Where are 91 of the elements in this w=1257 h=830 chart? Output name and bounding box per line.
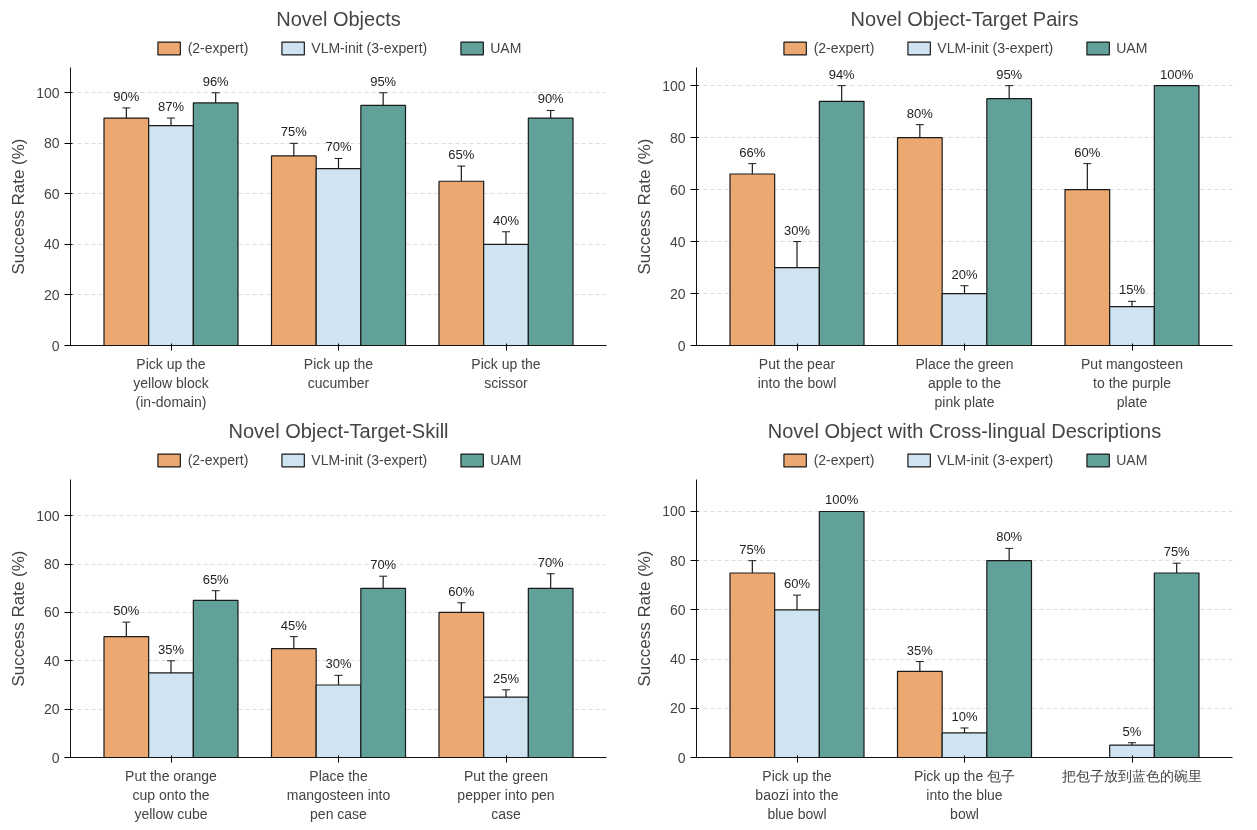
x-tick-label: Pick up the baozi into the blue bowl <box>755 767 839 822</box>
y-tick-label: 40 <box>669 233 686 250</box>
data-label: 90% <box>537 91 565 107</box>
y-tick-label: 80 <box>669 129 686 146</box>
data-label: 90% <box>113 88 140 104</box>
data-label: 40% <box>492 212 520 228</box>
data-label: 25% <box>492 670 520 686</box>
data-label: 95% <box>996 66 1023 82</box>
legend-label: VLM-init (3-expert) <box>311 452 428 468</box>
data-label: 75% <box>1163 544 1191 560</box>
data-label: 70% <box>537 554 565 570</box>
x-tick-label: Place the green apple to the pink plate <box>915 355 1014 410</box>
x-tick-label: Put the green pepper into pen case <box>457 767 555 822</box>
x-tick-label: Put the pear into the bowl <box>757 355 837 391</box>
legend-label: VLM-init (3-expert) <box>937 40 1054 56</box>
data-label: 96% <box>202 73 230 89</box>
y-tick-label: 60 <box>669 181 686 198</box>
data-label: 100% <box>1160 66 1194 82</box>
data-label: 95% <box>370 73 397 89</box>
y-tick-label: 100 <box>662 503 686 520</box>
data-label: 87% <box>157 99 185 115</box>
data-label: 80% <box>996 529 1023 545</box>
y-axis-title: Success Rate (%) <box>635 138 655 275</box>
y-tick-label: 20 <box>669 285 686 302</box>
data-label: 35% <box>906 642 934 658</box>
y-tick-label: 80 <box>43 556 60 573</box>
data-label: 10% <box>951 708 978 724</box>
data-label: 15% <box>1118 282 1146 298</box>
y-tick-label: 60 <box>43 185 60 202</box>
data-label: 60% <box>1074 144 1101 160</box>
y-tick-label: 0 <box>51 337 60 354</box>
legend-label: UAM <box>490 452 522 468</box>
data-label: 60% <box>448 583 475 599</box>
x-tick-label: Put mangosteen to the purple plate <box>1081 355 1183 410</box>
y-tick-label: 60 <box>43 604 60 621</box>
data-label: 70% <box>325 139 352 155</box>
data-label: 66% <box>739 144 766 160</box>
y-axis-title: Success Rate (%) <box>635 550 655 687</box>
data-label: 30% <box>325 656 352 672</box>
chart-title: Novel Objects <box>276 7 401 30</box>
legend-label: (2-expert) <box>187 40 249 56</box>
y-tick-label: 80 <box>669 552 686 569</box>
y-tick-label: 20 <box>43 701 60 718</box>
x-tick-label: Pick up the cucumber <box>303 355 374 391</box>
data-label: 70% <box>370 557 397 573</box>
data-label: 5% <box>1122 723 1142 739</box>
x-tick-label: Place the mangosteen into pen case <box>286 767 391 822</box>
legend-label: UAM <box>1116 452 1148 468</box>
y-tick-label: 0 <box>677 749 686 766</box>
data-label: 100% <box>825 492 859 508</box>
chart-title: Novel Object-Target Pairs <box>850 7 1079 30</box>
data-label: 75% <box>739 541 766 557</box>
y-tick-label: 0 <box>51 749 60 766</box>
y-tick-label: 100 <box>662 77 686 94</box>
data-label: 35% <box>157 641 185 657</box>
legend-label: UAM <box>490 40 522 56</box>
legend-label: (2-expert) <box>813 452 875 468</box>
chart-title: Novel Object with Cross-lingual Descriptions <box>767 419 1162 442</box>
y-tick-label: 0 <box>677 337 686 354</box>
y-tick-label: 80 <box>43 135 60 152</box>
x-tick-label: Put the orange cup onto the yellow cube <box>125 767 218 822</box>
chart-title: Novel Object-Target-Skill <box>228 419 449 442</box>
data-label: 94% <box>828 66 856 82</box>
x-tick-label: 把包子放到蓝色的碗里 <box>1062 767 1202 784</box>
data-label: 75% <box>280 124 308 140</box>
x-tick-label: Pick up the yellow block (in-domain) <box>133 355 210 410</box>
x-tick-label: Pick up the scissor <box>471 355 541 391</box>
y-tick-label: 40 <box>43 236 60 253</box>
y-tick-label: 100 <box>36 84 60 101</box>
data-label: 60% <box>783 576 811 592</box>
data-label: 20% <box>951 266 978 282</box>
y-axis-title: Success Rate (%) <box>9 550 29 687</box>
legend-label: (2-expert) <box>813 40 875 56</box>
data-label: 80% <box>906 105 934 121</box>
legend-label: (2-expert) <box>187 452 249 468</box>
y-tick-label: 20 <box>669 700 686 717</box>
x-tick-label: Pick up the 包子 into the blue bowl <box>913 767 1016 822</box>
y-tick-label: 40 <box>43 652 60 669</box>
y-tick-label: 100 <box>36 507 60 524</box>
data-label: 65% <box>448 147 475 163</box>
data-label: 30% <box>783 222 811 238</box>
y-tick-label: 20 <box>43 286 60 303</box>
y-tick-label: 40 <box>669 651 686 668</box>
y-axis-title: Success Rate (%) <box>9 138 29 275</box>
legend-label: VLM-init (3-expert) <box>937 452 1054 468</box>
data-label: 50% <box>113 603 140 619</box>
legend-label: UAM <box>1116 40 1148 56</box>
data-label: 65% <box>202 571 230 587</box>
data-label: 45% <box>280 617 308 633</box>
y-tick-label: 60 <box>669 601 686 618</box>
legend-label: VLM-init (3-expert) <box>311 40 428 56</box>
